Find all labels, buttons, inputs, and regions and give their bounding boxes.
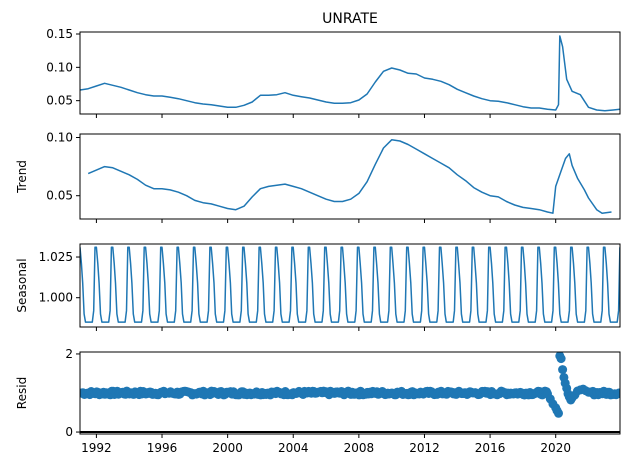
ytick-label: 0.05 [46,94,73,108]
resid-point [554,408,563,418]
xtick-label: 2012 [409,441,440,455]
panel-resid: 0 2 1992 1996 2000 2004 2008 2012 2016 2020 Resid [15,347,621,455]
axes-frame-seasonal [79,243,621,328]
ytick-label: 2 [65,347,73,361]
axes-frame-observed [79,31,621,115]
series-line-seasonal [80,246,620,323]
xtick-label: 2008 [344,441,375,455]
resid-point [614,388,620,398]
series-seasonal [80,246,620,323]
xtick-label: 2000 [212,441,243,455]
series-resid [80,352,620,434]
ylabel-resid: Resid [15,377,29,409]
panel-observed: 0.05 0.10 0.15 [46,27,621,118]
ytick-label: 0 [65,425,73,439]
xtick-label: 2004 [278,441,309,455]
series-line-observed [80,35,620,112]
resid-point [584,387,593,397]
series-trend [87,139,612,214]
panels: 0.05 0.10 0.15 0.05 0.10 Trend 1.000 1.025 Seaso… [15,27,621,455]
resid-point [556,354,566,364]
xtick-label: 1992 [81,441,112,455]
ytick-label: 1.000 [39,291,73,305]
panel-trend: 0.05 0.10 Trend [15,130,621,223]
ytick-label: 1.025 [39,250,73,264]
xtick-label: 2020 [540,441,571,455]
chart-title: UNRATE [322,11,378,27]
panel-seasonal: 1.000 1.025 Seasonal [15,243,621,331]
ytick-label: 0.10 [46,60,73,74]
series-line-trend [87,139,612,214]
axes-frame-trend [79,133,621,220]
ytick-label: 0.15 [46,27,73,41]
series-observed [80,35,620,112]
xtick-label: 1996 [147,441,178,455]
resid-point [558,365,568,375]
ytick-label: 0.10 [46,130,73,144]
axes-frame-resid [79,351,621,435]
ylabel-seasonal: Seasonal [15,258,29,312]
ytick-label: 0.05 [46,189,73,203]
xtick-label: 2016 [475,441,506,455]
ylabel-trend: Trend [15,160,29,194]
